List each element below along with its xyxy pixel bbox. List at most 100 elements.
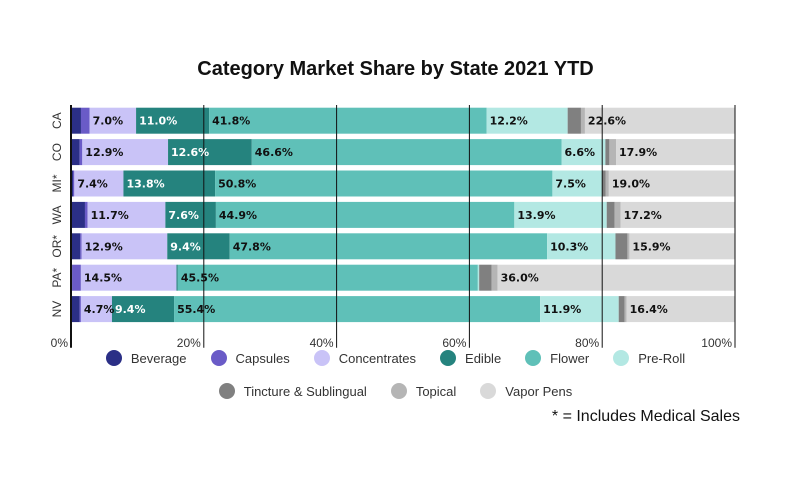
bar-segment [72, 264, 81, 291]
bar-segment [605, 139, 610, 166]
data-label: 15.9% [632, 240, 670, 253]
legend-item: Pre-Roll [613, 350, 685, 366]
data-label: 47.8% [233, 240, 271, 253]
bar-segment [552, 170, 603, 197]
bar-segment [82, 139, 169, 166]
bar-segment [608, 170, 735, 197]
data-label: 14.5% [84, 272, 122, 285]
data-label: 46.6% [255, 146, 293, 159]
bar-segment [215, 170, 553, 197]
data-label: 11.0% [139, 115, 177, 128]
data-label: 19.0% [612, 178, 650, 191]
data-label: 45.5% [181, 272, 219, 285]
bar-segment [497, 264, 735, 291]
grid-layer [70, 105, 736, 348]
data-label: 16.4% [630, 303, 668, 316]
bar-segment [229, 233, 548, 260]
data-label: 12.9% [85, 146, 123, 159]
y-tick-label: CO [50, 143, 64, 161]
bar-segment [72, 170, 75, 197]
y-tick-label: NV [50, 301, 64, 318]
data-label: 44.9% [219, 209, 257, 222]
x-tick-label: 0% [51, 336, 69, 350]
legend-swatch [613, 350, 630, 366]
legend-item: Edible [440, 350, 501, 366]
bar-segment [547, 233, 616, 260]
legend-item: Capsules [210, 350, 290, 366]
legend-item: Beverage [105, 350, 187, 366]
bar-segment [177, 264, 478, 291]
bar-segment [80, 107, 90, 134]
legend-swatch [313, 350, 330, 366]
bar-segment [215, 201, 515, 228]
bar-segment [616, 139, 735, 166]
y-tick-label: OR* [50, 235, 64, 258]
data-label: 55.4% [177, 303, 215, 316]
legend-item: Tincture & Sublingual [218, 383, 367, 399]
bar-segment [71, 233, 81, 260]
data-label: 12.9% [85, 240, 123, 253]
data-label: 17.9% [619, 146, 657, 159]
bar-segment [80, 264, 177, 291]
legend-label: Flower [550, 350, 590, 366]
legend-swatch [210, 350, 227, 366]
bar-segment [540, 296, 619, 323]
y-tick-label: MI* [50, 174, 64, 192]
bar-segment [251, 139, 562, 166]
legend-swatch [480, 383, 497, 399]
legend-swatch [440, 350, 457, 366]
legend-label: Tincture & Sublingual [243, 383, 367, 399]
bar-segment [618, 296, 625, 323]
labels-layer: 7.0% 11.0% 41.8% 12.2% 22.6% CA 12.9% 12.6% 46.6… [50, 112, 732, 349]
data-label: 12.2% [490, 115, 528, 128]
data-label: 50.8% [218, 178, 256, 191]
bar-segment [89, 107, 137, 134]
legend-item: Vapor Pens [480, 383, 572, 399]
data-label: 10.3% [550, 240, 588, 253]
y-tick-label: CA [50, 112, 64, 129]
data-label: 36.0% [501, 272, 539, 285]
bar-segment [584, 107, 735, 134]
bar-segment [165, 201, 216, 228]
bars-layer [71, 107, 735, 323]
bar-segment [71, 107, 81, 134]
bar-segment [620, 201, 735, 228]
bar-segment [71, 139, 80, 166]
legend-label: Topical [415, 383, 457, 399]
chart-title: Category Market Share by State 2021 YTD [197, 58, 594, 80]
bar-segment [491, 264, 498, 291]
bar-segment [111, 296, 175, 323]
data-label: 9.4% [115, 303, 146, 316]
legend-label: Edible [465, 350, 502, 366]
bar-segment [81, 233, 168, 260]
legend-label: Capsules [235, 350, 290, 366]
data-label: 11.9% [543, 303, 581, 316]
data-label: 12.6% [171, 146, 209, 159]
bar-segment [80, 296, 112, 323]
bar-segment [615, 233, 628, 260]
bar-segment [74, 170, 124, 197]
bar-segment [79, 139, 83, 166]
data-label: 13.8% [126, 178, 164, 191]
legend-swatch [105, 350, 122, 366]
legend-swatch [525, 350, 542, 366]
bar-segment [614, 201, 621, 228]
data-label: 7.6% [168, 209, 199, 222]
y-tick-label: WA [50, 205, 64, 224]
data-label: 7.5% [555, 178, 586, 191]
x-tick-label: 40% [310, 336, 334, 350]
legend-item: Topical [390, 383, 457, 399]
bar-segment [479, 264, 492, 291]
bar-segment [123, 170, 216, 197]
bar-segment [87, 201, 166, 228]
legend: Beverage Capsules Concentrates Edible Flower… [40, 350, 751, 399]
bar-segment [626, 296, 735, 323]
data-label: 6.6% [565, 146, 596, 159]
footnote: * = Includes Medical Sales [551, 408, 740, 425]
bar-segment [71, 296, 80, 323]
bar-segment [71, 201, 85, 228]
legend-label: Beverage [130, 350, 187, 366]
legend-label: Pre-Roll [638, 350, 686, 366]
data-label: 11.7% [91, 209, 129, 222]
bar-segment [477, 264, 480, 291]
